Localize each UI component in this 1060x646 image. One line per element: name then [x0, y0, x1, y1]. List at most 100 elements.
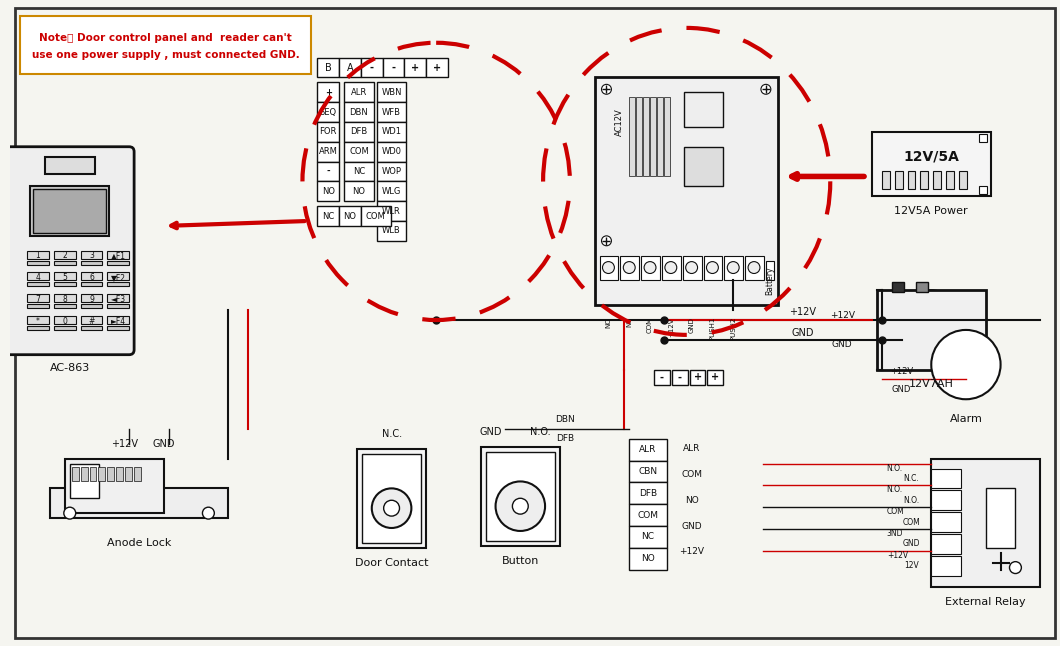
Bar [745, 256, 764, 280]
Bar [600, 256, 618, 280]
Bar [690, 370, 706, 386]
Bar [54, 273, 75, 280]
Bar [344, 162, 374, 182]
Bar [907, 171, 916, 189]
Text: 1: 1 [36, 251, 40, 260]
Text: GND: GND [479, 427, 501, 437]
Text: +12V: +12V [830, 311, 854, 320]
Bar [376, 182, 406, 201]
Bar [766, 260, 774, 280]
Text: WOP: WOP [382, 167, 402, 176]
Circle shape [748, 262, 760, 273]
Bar [107, 295, 129, 302]
Bar [920, 171, 929, 189]
Bar [28, 295, 49, 302]
Text: COM: COM [637, 510, 658, 519]
Bar [683, 256, 702, 280]
Bar [28, 316, 49, 324]
Text: 3ND: 3ND [887, 529, 903, 538]
Text: NO: NO [321, 187, 335, 196]
Bar [383, 57, 405, 78]
Bar [376, 221, 406, 241]
Bar [595, 78, 778, 305]
Bar [891, 282, 903, 292]
Bar [81, 466, 88, 481]
Text: COM: COM [366, 211, 386, 220]
Text: DFB: DFB [555, 434, 573, 443]
Text: COM: COM [682, 470, 702, 479]
Bar [650, 97, 656, 176]
Bar [54, 316, 75, 324]
Text: -: - [326, 167, 330, 176]
Circle shape [761, 85, 771, 94]
Text: Alarm: Alarm [950, 414, 983, 424]
Text: DFB: DFB [350, 127, 368, 136]
Bar [641, 256, 660, 280]
Bar [654, 370, 670, 386]
Text: NC: NC [322, 211, 334, 220]
Bar [630, 97, 635, 176]
Text: 2: 2 [63, 251, 67, 260]
Bar [107, 251, 129, 258]
FancyBboxPatch shape [15, 8, 1055, 638]
Bar [485, 452, 555, 541]
Bar [28, 326, 49, 330]
Bar [630, 526, 667, 548]
Bar [339, 57, 360, 78]
Text: NO: NO [685, 495, 699, 505]
Text: SEQ: SEQ [320, 108, 337, 116]
Circle shape [932, 330, 1001, 399]
Bar [54, 295, 75, 302]
Circle shape [64, 507, 75, 519]
Text: External Relay: External Relay [946, 598, 1026, 607]
Bar [664, 97, 670, 176]
Circle shape [623, 262, 635, 273]
Text: -: - [370, 63, 374, 72]
Bar [89, 466, 96, 481]
Text: DBN: DBN [555, 415, 575, 424]
Text: N.O.: N.O. [887, 485, 903, 494]
Text: Note： Door control panel and  reader can't: Note： Door control panel and reader can'… [39, 33, 293, 43]
Text: +: + [434, 63, 441, 72]
Text: NC: NC [641, 532, 655, 541]
Bar [125, 466, 132, 481]
Text: DFB: DFB [639, 489, 657, 498]
Text: Battery: Battery [765, 266, 775, 295]
Bar [81, 326, 103, 330]
Bar [376, 122, 406, 141]
Text: Door Contact: Door Contact [355, 557, 428, 568]
Text: WD1: WD1 [382, 127, 402, 136]
Bar [317, 162, 339, 182]
Text: 3: 3 [89, 251, 94, 260]
Bar [630, 439, 667, 461]
Bar [376, 201, 406, 221]
Text: 4: 4 [36, 273, 40, 282]
Bar [684, 92, 723, 127]
Bar [986, 488, 1015, 548]
Circle shape [512, 498, 528, 514]
Bar [704, 256, 722, 280]
Text: GND: GND [832, 340, 852, 349]
Bar [932, 534, 961, 554]
Text: +: + [711, 373, 720, 382]
Text: WD0: WD0 [382, 147, 402, 156]
Text: A: A [347, 63, 353, 72]
Bar [33, 189, 106, 233]
Text: NO: NO [352, 187, 366, 196]
Bar [917, 282, 929, 292]
Bar [81, 316, 103, 324]
Circle shape [496, 481, 545, 531]
Bar [630, 461, 667, 483]
Bar [28, 304, 49, 308]
Bar [344, 141, 374, 162]
Bar [81, 260, 103, 265]
Bar [630, 505, 667, 526]
Bar [661, 256, 681, 280]
Text: +12V: +12V [789, 307, 816, 317]
Bar [932, 490, 961, 510]
Bar [54, 282, 75, 286]
Text: 0: 0 [63, 317, 67, 326]
Bar [932, 459, 1040, 587]
Text: ALR: ALR [351, 88, 367, 97]
Bar [317, 57, 339, 78]
